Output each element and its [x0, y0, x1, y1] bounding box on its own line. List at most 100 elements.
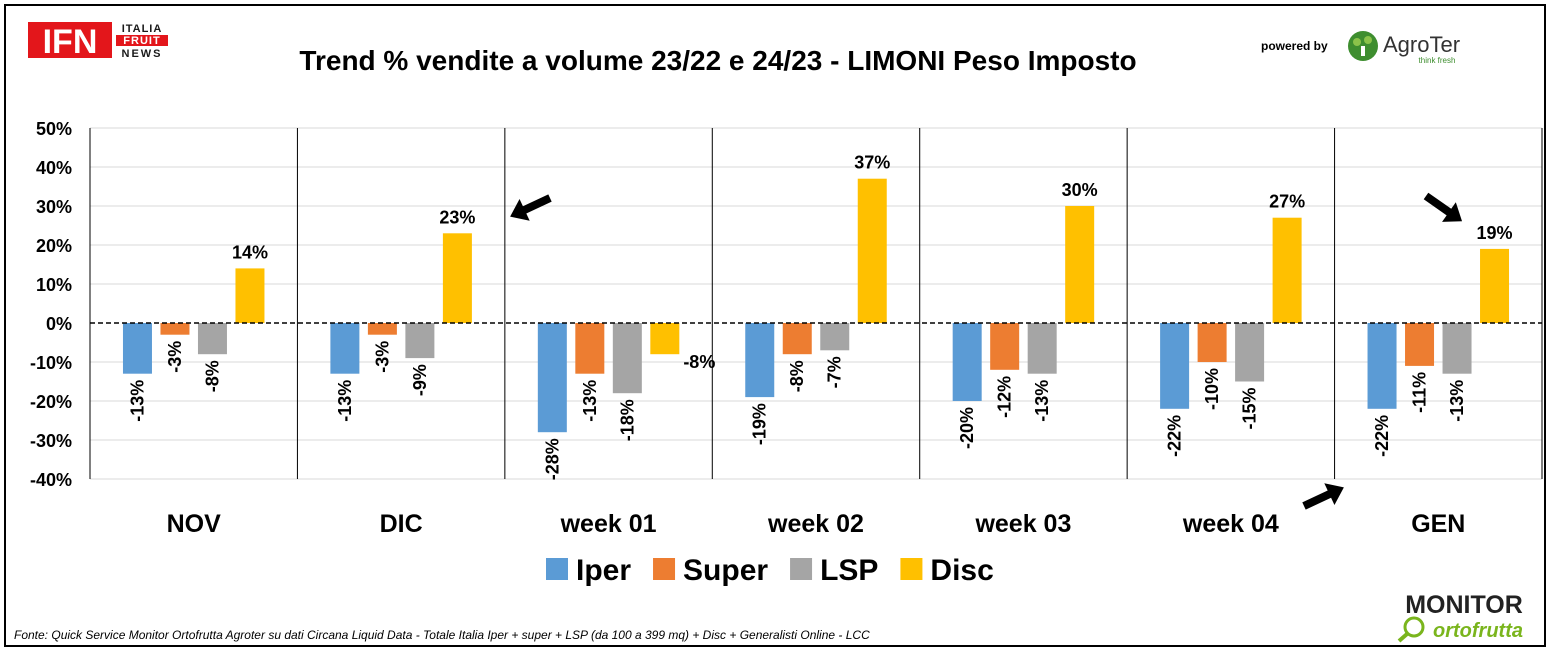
data-label: -8%	[202, 360, 222, 392]
data-label: 27%	[1269, 192, 1305, 212]
data-label: -13%	[580, 380, 600, 422]
y-tick-label: 50%	[36, 119, 72, 139]
y-tick-label: 40%	[36, 158, 72, 178]
y-tick-label: 30%	[36, 197, 72, 217]
arrow-icon	[510, 194, 552, 221]
bar-iper	[1367, 323, 1397, 409]
legend-swatch	[790, 558, 813, 580]
data-label: -13%	[127, 380, 147, 422]
data-label: -15%	[1240, 388, 1260, 430]
legend: Iper Super LSP Disc	[546, 554, 994, 587]
data-label: -12%	[995, 376, 1015, 418]
x-tick-label: week 01	[560, 510, 657, 538]
bar-lsp	[1442, 323, 1472, 374]
chart-title: Trend % vendite a volume 23/22 e 24/23 -…	[299, 45, 1136, 76]
monitor-logo-bottom: ortofrutta	[1433, 620, 1523, 642]
monitor-logo-top: MONITOR	[1405, 591, 1523, 619]
x-tick-label: week 04	[1182, 510, 1279, 538]
ifn-logo-line2: FRUIT	[123, 35, 160, 47]
data-label: -10%	[1202, 368, 1222, 410]
legend-swatch	[653, 558, 676, 580]
legend-swatch	[900, 558, 923, 580]
data-label: -13%	[335, 380, 355, 422]
bar-iper	[952, 323, 982, 401]
data-labels: -13% -13% -28% -19% -20% -22% -22% -3% -3% -13% -8…	[127, 153, 1512, 481]
x-tick-label: week 03	[974, 510, 1071, 538]
data-label: -11%	[1410, 372, 1430, 413]
data-label: -13%	[1032, 380, 1052, 422]
data-label: -22%	[1372, 415, 1392, 457]
bar-disc	[1065, 206, 1095, 323]
bar-super	[160, 323, 190, 335]
monitor-ortofrutta-logo: MONITOR ortofrutta	[1397, 591, 1523, 643]
ifn-logo-line1: ITALIA	[122, 23, 163, 35]
bar-lsp	[197, 323, 227, 355]
bar-lsp	[1235, 323, 1265, 382]
bar-iper	[745, 323, 775, 398]
footer-source: Fonte: Quick Service Monitor Ortofrutta …	[14, 628, 870, 642]
data-label: 19%	[1477, 223, 1513, 243]
data-label: 14%	[232, 242, 268, 262]
bar-super	[990, 323, 1020, 370]
bar-lsp	[1027, 323, 1057, 374]
bars	[122, 178, 1510, 433]
gridlines	[90, 127, 1542, 480]
agroter-tagline: think fresh	[1419, 56, 1456, 65]
agroter-name: AgroTer	[1383, 32, 1460, 57]
bar-iper	[330, 323, 360, 374]
data-label: -8%	[787, 360, 807, 392]
chart-frame: Trend % vendite a volume 23/22 e 24/23 -…	[4, 4, 1546, 647]
arrow-icon	[1423, 192, 1463, 222]
legend-label: LSP	[820, 554, 878, 587]
data-label: -19%	[750, 403, 770, 445]
bar-disc	[1480, 248, 1510, 323]
y-tick-label: -30%	[30, 431, 72, 451]
ifn-logo-main: IFN	[43, 23, 98, 61]
bar-disc	[650, 323, 680, 355]
bar-iper	[1160, 323, 1190, 409]
data-label: 30%	[1062, 180, 1098, 200]
ifn-logo: IFN ITALIA FRUIT NEWS	[28, 22, 168, 61]
bar-lsp	[405, 323, 435, 359]
y-tick-label: 10%	[36, 275, 72, 295]
data-label: -28%	[542, 438, 562, 480]
y-tick-label: -10%	[30, 353, 72, 373]
bar-super	[1197, 323, 1227, 362]
data-label: -3%	[372, 341, 392, 373]
data-label: -3%	[165, 341, 185, 373]
ifn-logo-line3: NEWS	[122, 48, 163, 60]
x-tick-label: week 02	[767, 510, 864, 538]
legend-label: Disc	[930, 554, 993, 587]
bar-super	[782, 323, 812, 355]
data-label: -20%	[957, 407, 977, 449]
data-label: 37%	[854, 153, 890, 173]
data-label: -9%	[410, 364, 430, 396]
data-label: -13%	[1447, 380, 1467, 422]
bar-disc	[1272, 217, 1302, 323]
bar-lsp	[612, 323, 642, 394]
x-tick-label: DIC	[380, 510, 423, 538]
arrow-icon	[1302, 483, 1344, 510]
bar-disc	[442, 233, 472, 323]
bar-super	[575, 323, 605, 374]
bar-super	[367, 323, 397, 335]
agroter-logo: powered by AgroTer think fresh	[1261, 31, 1460, 65]
y-tick-label: 20%	[36, 236, 72, 256]
y-tick-label: -40%	[30, 470, 72, 490]
data-label: 23%	[439, 207, 475, 227]
legend-label: Super	[683, 554, 768, 587]
magnifier-icon	[1403, 616, 1425, 638]
powered-by-label: powered by	[1261, 39, 1328, 53]
bar-iper	[122, 323, 152, 374]
bar-disc	[235, 268, 265, 323]
legend-swatch	[546, 558, 568, 580]
y-tick-label: -20%	[30, 392, 72, 412]
data-label: -22%	[1165, 415, 1185, 457]
data-label: -18%	[617, 399, 637, 441]
data-label: -8%	[683, 352, 715, 372]
chart-canvas: Trend % vendite a volume 23/22 e 24/23 -…	[14, 45, 1543, 642]
bar-super	[1405, 323, 1435, 366]
bar-iper	[537, 323, 567, 433]
y-tick-label: 0%	[46, 314, 72, 334]
data-label: -7%	[825, 356, 845, 388]
